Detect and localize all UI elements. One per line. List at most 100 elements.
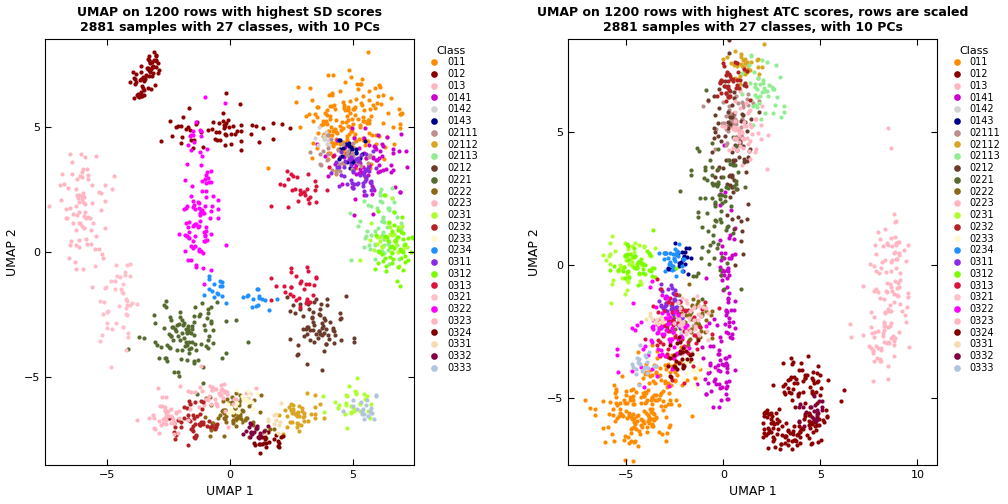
Point [644, 415, 660, 423]
Point [108, 262, 124, 270]
Point [305, 291, 322, 299]
Point [242, 391, 258, 399]
Point [369, 99, 385, 107]
Point [176, 319, 193, 327]
Point [720, 264, 736, 272]
Point [652, 352, 668, 360]
Point [665, 305, 681, 313]
Point [715, 266, 731, 274]
Point [707, 375, 723, 383]
Point [384, 194, 400, 202]
Point [267, 416, 283, 424]
Point [689, 213, 706, 221]
Point [715, 173, 731, 181]
Point [680, 338, 697, 346]
Point [753, 121, 769, 130]
Point [619, 250, 635, 258]
Point [886, 210, 902, 218]
Point [163, 332, 179, 340]
Point [871, 269, 887, 277]
Point [726, 61, 742, 69]
Point [623, 429, 639, 437]
Point [151, 429, 167, 437]
Point [319, 295, 335, 303]
Point [867, 333, 883, 341]
Point [284, 418, 300, 426]
Point [374, 140, 390, 148]
Point [685, 366, 702, 374]
Point [243, 428, 259, 436]
Point [720, 93, 736, 101]
Point [136, 334, 152, 342]
Point [356, 390, 372, 398]
Point [382, 243, 398, 251]
Point [248, 424, 264, 432]
Point [740, 101, 756, 109]
Point [108, 319, 124, 327]
Point [727, 261, 743, 269]
Point [336, 104, 352, 112]
Point [202, 393, 218, 401]
Point [678, 326, 695, 334]
Point [759, 58, 775, 66]
Point [690, 362, 707, 370]
Point [146, 56, 162, 64]
Point [789, 392, 805, 400]
Point [198, 395, 214, 403]
Point [73, 172, 89, 180]
Point [314, 392, 331, 400]
Point [635, 260, 651, 268]
Point [91, 188, 107, 196]
Point [636, 242, 652, 250]
Point [287, 98, 303, 106]
Point [796, 399, 812, 407]
Point [651, 297, 667, 305]
Point [322, 318, 338, 326]
Point [705, 180, 721, 188]
Point [712, 267, 728, 275]
Point [210, 420, 226, 428]
Point [218, 131, 234, 139]
Point [231, 401, 247, 409]
Point [790, 422, 806, 430]
Point [682, 355, 699, 363]
Point [345, 402, 361, 410]
Point [797, 371, 813, 379]
Point [758, 431, 774, 439]
Point [80, 175, 96, 183]
Point [199, 227, 215, 235]
Point [296, 409, 312, 417]
Point [386, 244, 402, 252]
Point [337, 157, 353, 165]
Point [306, 177, 323, 185]
Point [336, 153, 352, 161]
Point [340, 147, 356, 155]
Point [321, 91, 337, 99]
Point [217, 409, 233, 417]
Point [712, 163, 728, 171]
Point [196, 398, 212, 406]
Point [809, 369, 826, 377]
Point [178, 329, 195, 337]
Point [704, 306, 720, 314]
Point [194, 387, 210, 395]
Point [356, 415, 372, 423]
Point [384, 242, 400, 250]
Point [364, 131, 380, 139]
Point [217, 406, 233, 414]
Point [723, 193, 739, 201]
Point [226, 401, 242, 409]
Point [695, 102, 711, 110]
Point [888, 291, 904, 299]
Point [331, 163, 347, 171]
Point [786, 373, 802, 381]
Point [631, 269, 647, 277]
Point [193, 129, 209, 137]
Point [186, 220, 203, 228]
Point [732, 104, 748, 112]
Point [690, 147, 707, 155]
Point [213, 386, 229, 394]
Point [601, 410, 617, 418]
Point [716, 267, 732, 275]
Point [718, 141, 734, 149]
